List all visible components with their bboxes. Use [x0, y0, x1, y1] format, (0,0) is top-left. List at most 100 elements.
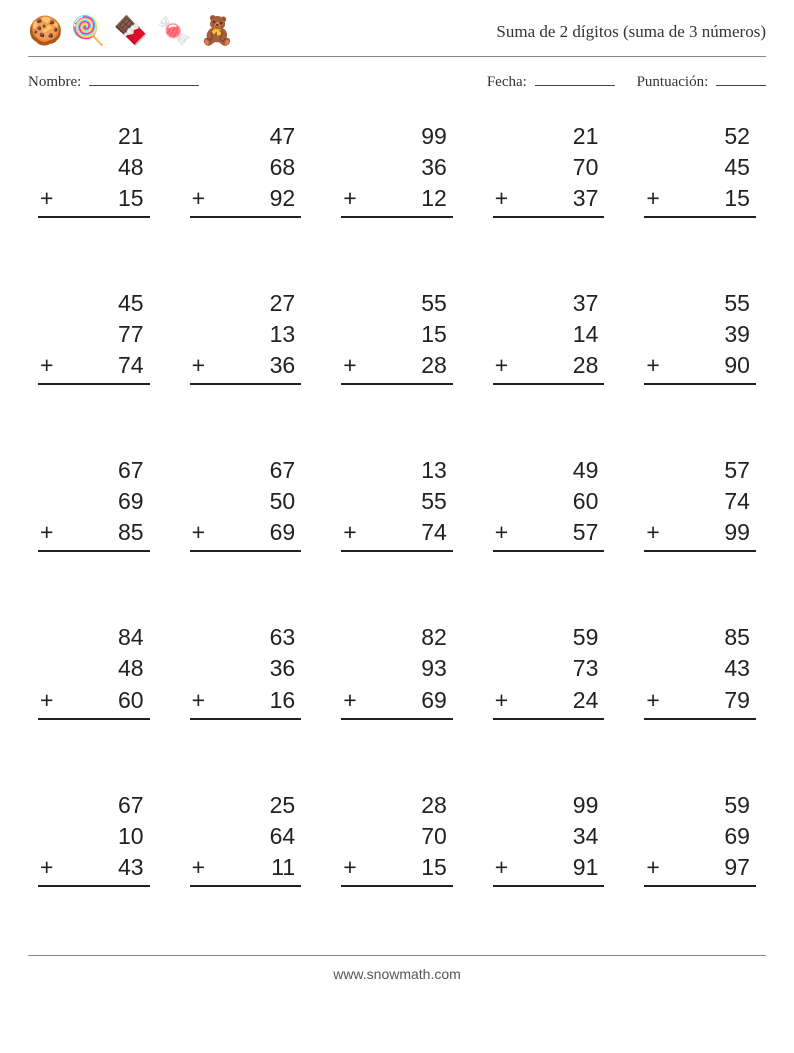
- addition-problem: 8543+79: [644, 622, 756, 739]
- addend-2: 69: [38, 486, 150, 517]
- date-blank[interactable]: [535, 71, 615, 86]
- addend-1: 21: [493, 121, 605, 152]
- answer-blank[interactable]: [644, 385, 756, 405]
- addend-1: 82: [341, 622, 453, 653]
- answer-blank[interactable]: [38, 218, 150, 238]
- answer-blank[interactable]: [341, 385, 453, 405]
- addend-1: 99: [493, 790, 605, 821]
- meta-right: Fecha: Puntuación:: [487, 71, 766, 91]
- answer-blank[interactable]: [190, 385, 302, 405]
- addition-problem: 9934+91: [493, 790, 605, 907]
- plus-operator: +: [40, 852, 53, 883]
- addition-problem: 2148+15: [38, 121, 150, 238]
- header-icon: 🍫: [114, 18, 149, 46]
- answer-blank[interactable]: [341, 887, 453, 907]
- answer-blank[interactable]: [644, 552, 756, 572]
- addend-3-line: +28: [341, 350, 453, 385]
- answer-blank[interactable]: [493, 887, 605, 907]
- addend-2: 73: [493, 653, 605, 684]
- score-label: Puntuación:: [637, 74, 709, 90]
- answer-blank[interactable]: [341, 720, 453, 740]
- addition-problem: 8448+60: [38, 622, 150, 739]
- answer-blank[interactable]: [38, 552, 150, 572]
- addend-1: 59: [644, 790, 756, 821]
- plus-operator: +: [495, 517, 508, 548]
- addend-3: 11: [271, 852, 295, 883]
- addend-3-line: +74: [341, 517, 453, 552]
- addend-3-line: +97: [644, 852, 756, 887]
- addition-problem: 8293+69: [341, 622, 453, 739]
- plus-operator: +: [40, 350, 53, 381]
- addend-3-line: +91: [493, 852, 605, 887]
- addend-3: 74: [118, 350, 144, 381]
- addition-problem: 2170+37: [493, 121, 605, 238]
- plus-operator: +: [343, 350, 356, 381]
- addend-3-line: +69: [190, 517, 302, 552]
- addend-2: 13: [190, 319, 302, 350]
- addend-3: 69: [421, 685, 447, 716]
- answer-blank[interactable]: [644, 218, 756, 238]
- addend-3: 90: [724, 350, 750, 381]
- addend-3: 37: [573, 183, 599, 214]
- addend-3: 99: [724, 517, 750, 548]
- score-blank[interactable]: [716, 71, 766, 86]
- addend-1: 55: [341, 288, 453, 319]
- name-blank[interactable]: [89, 71, 199, 86]
- plus-operator: +: [192, 852, 205, 883]
- answer-blank[interactable]: [38, 720, 150, 740]
- answer-blank[interactable]: [38, 385, 150, 405]
- addend-1: 49: [493, 455, 605, 486]
- header-icon: 🧸: [200, 18, 235, 46]
- answer-blank[interactable]: [190, 887, 302, 907]
- addend-3-line: +16: [190, 685, 302, 720]
- addend-3: 36: [270, 350, 296, 381]
- addend-3: 28: [573, 350, 599, 381]
- answer-blank[interactable]: [190, 552, 302, 572]
- answer-blank[interactable]: [493, 385, 605, 405]
- plus-operator: +: [40, 517, 53, 548]
- header-icons: 🍪🍭🍫🍬🧸: [28, 18, 234, 46]
- answer-blank[interactable]: [493, 720, 605, 740]
- addend-2: 43: [644, 653, 756, 684]
- addend-1: 45: [38, 288, 150, 319]
- addend-3-line: +85: [38, 517, 150, 552]
- addend-3: 79: [724, 685, 750, 716]
- answer-blank[interactable]: [493, 218, 605, 238]
- answer-blank[interactable]: [341, 552, 453, 572]
- addend-2: 70: [341, 821, 453, 852]
- addition-problem: 5969+97: [644, 790, 756, 907]
- answer-blank[interactable]: [644, 720, 756, 740]
- addend-3-line: +79: [644, 685, 756, 720]
- addend-2: 64: [190, 821, 302, 852]
- score-field: Puntuación:: [637, 71, 766, 91]
- addend-3: 24: [573, 685, 599, 716]
- addend-1: 57: [644, 455, 756, 486]
- plus-operator: +: [192, 685, 205, 716]
- answer-blank[interactable]: [493, 552, 605, 572]
- plus-operator: +: [192, 350, 205, 381]
- addend-3: 74: [421, 517, 447, 548]
- answer-blank[interactable]: [341, 218, 453, 238]
- addend-2: 55: [341, 486, 453, 517]
- addend-3-line: +28: [493, 350, 605, 385]
- addend-2: 60: [493, 486, 605, 517]
- footer-url: www.snowmath.com: [28, 956, 766, 986]
- addend-2: 48: [38, 152, 150, 183]
- addition-problem: 4960+57: [493, 455, 605, 572]
- addend-1: 67: [190, 455, 302, 486]
- addend-2: 10: [38, 821, 150, 852]
- answer-blank[interactable]: [190, 720, 302, 740]
- answer-blank[interactable]: [644, 887, 756, 907]
- addend-1: 63: [190, 622, 302, 653]
- addend-2: 50: [190, 486, 302, 517]
- addend-3: 15: [118, 183, 144, 214]
- addend-3-line: +60: [38, 685, 150, 720]
- addend-1: 27: [190, 288, 302, 319]
- problems-grid: 2148+154768+929936+122170+375245+154577+…: [28, 113, 766, 907]
- addend-3: 97: [724, 852, 750, 883]
- answer-blank[interactable]: [38, 887, 150, 907]
- addend-3: 57: [573, 517, 599, 548]
- addition-problem: 2564+11: [190, 790, 302, 907]
- addend-3: 15: [421, 852, 447, 883]
- answer-blank[interactable]: [190, 218, 302, 238]
